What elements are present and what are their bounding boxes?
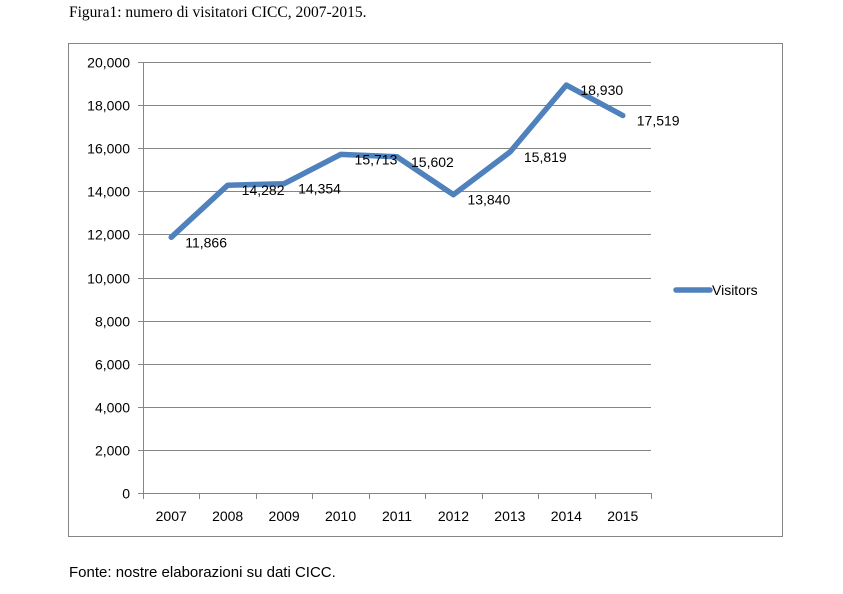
x-tick-labels: 2007 2008 2009 2010 2011 2012 2013 2014 2015	[156, 508, 639, 524]
data-label: 15,602	[411, 154, 454, 170]
x-tick-label: 2014	[551, 508, 582, 524]
legend-label: Visitors	[712, 282, 758, 298]
y-tick-label: 6,000	[95, 357, 130, 373]
data-label: 14,282	[242, 182, 285, 198]
legend: Visitors	[673, 282, 758, 298]
gridlines	[143, 62, 651, 451]
y-tick-label: 14,000	[87, 184, 130, 200]
y-tick-label: 2,000	[95, 443, 130, 459]
data-label: 18,930	[580, 82, 623, 98]
x-tick-label: 2008	[212, 508, 243, 524]
y-tick-label: 4,000	[95, 400, 130, 416]
x-tick-label: 2015	[607, 508, 638, 524]
y-tick-label: 20,000	[87, 55, 130, 71]
data-label: 13,840	[467, 192, 510, 208]
y-tick-label: 16,000	[87, 141, 130, 157]
chart-frame	[68, 43, 783, 537]
y-tick-label: 12,000	[87, 227, 130, 243]
axes	[138, 62, 652, 499]
figure-caption: Figura1: numero di visitatori CICC, 2007…	[69, 4, 367, 21]
x-tick-label: 2013	[494, 508, 525, 524]
series-line-visitors	[168, 82, 626, 241]
x-tick-label: 2012	[438, 508, 469, 524]
x-tick-label: 2007	[156, 508, 187, 524]
y-tick-labels: 0 2,000 4,000 6,000 8,000 10,000 12,000 14,000 1…	[87, 55, 130, 502]
data-label: 15,819	[524, 149, 567, 165]
data-labels: 11,866 14,282 14,354 15,713 15,602 13,840 15,8…	[185, 82, 680, 250]
data-label: 14,354	[298, 181, 341, 197]
y-tick-label: 18,000	[87, 98, 130, 114]
y-tick-label: 10,000	[87, 271, 130, 287]
series-lines	[168, 82, 626, 241]
data-label: 17,519	[637, 112, 680, 128]
x-tick-label: 2009	[269, 508, 300, 524]
x-tick-label: 2010	[325, 508, 356, 524]
y-tick-label: 8,000	[95, 314, 130, 330]
y-tick-label: 0	[122, 486, 130, 502]
x-tick-label: 2011	[382, 508, 412, 524]
figure-source: Fonte: nostre elaborazioni su dati CICC.	[69, 564, 336, 581]
data-label: 11,866	[185, 234, 227, 250]
data-label: 15,713	[355, 151, 398, 167]
